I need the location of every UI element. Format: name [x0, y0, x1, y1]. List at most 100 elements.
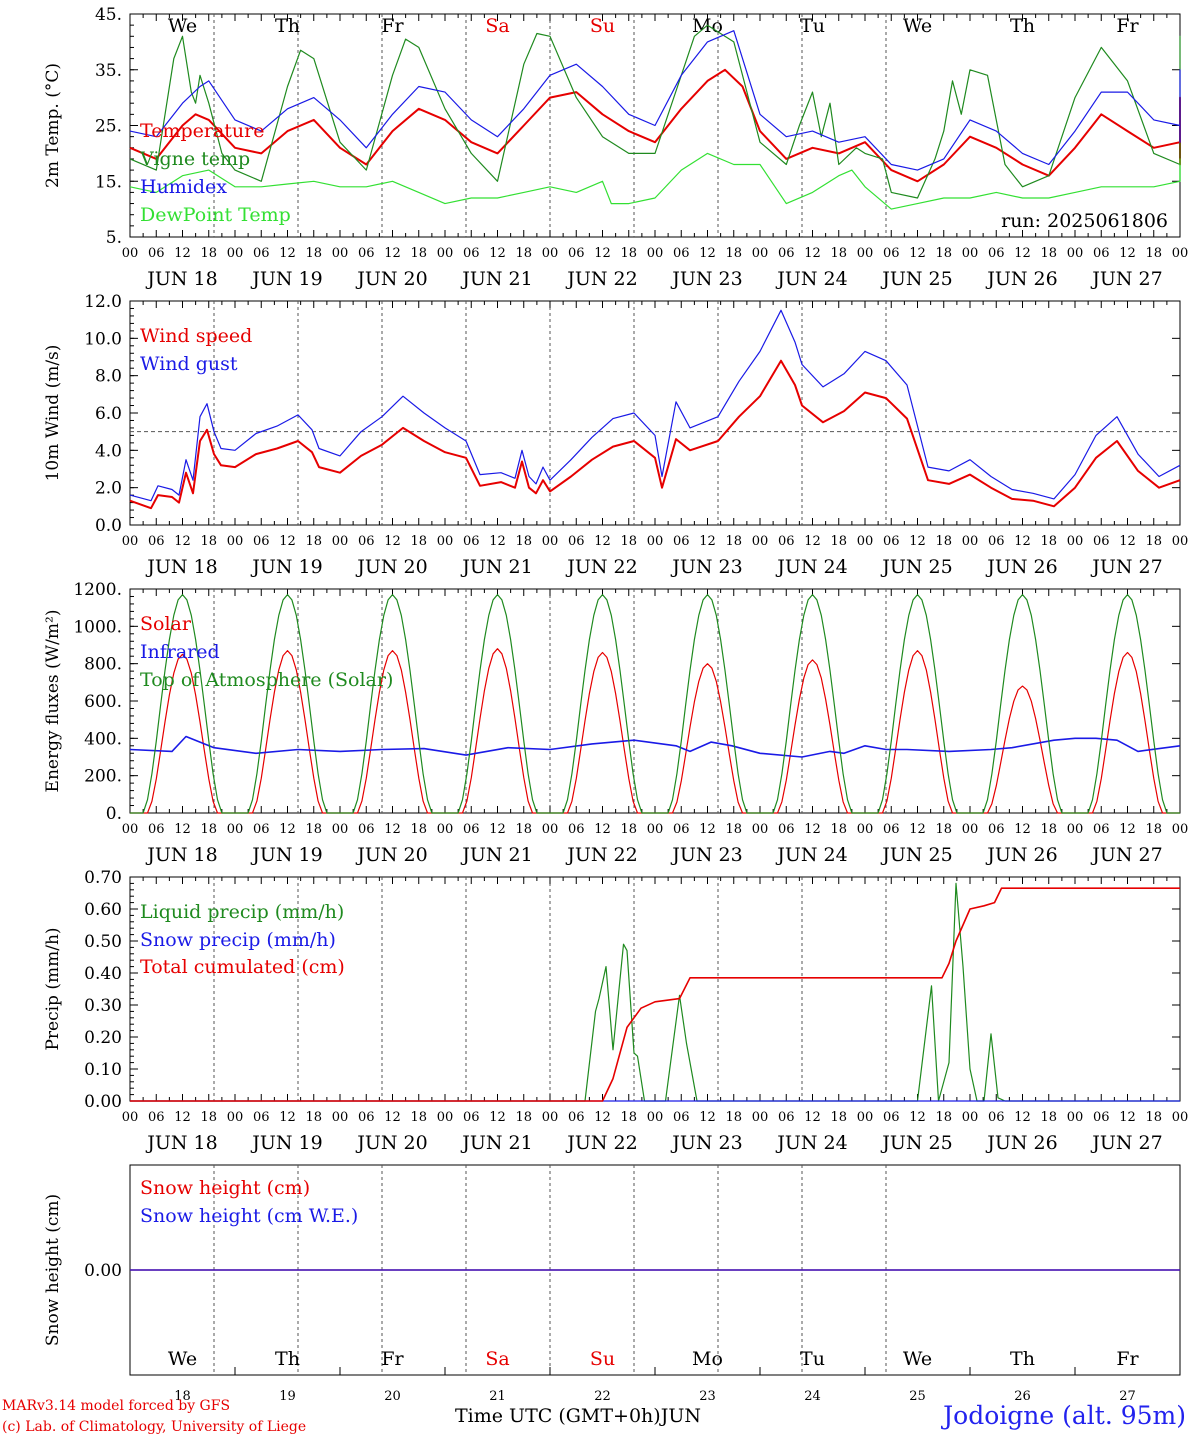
date-label: JUN 21: [460, 1132, 532, 1154]
hour-tick-label: 00: [227, 534, 244, 549]
hour-tick-label: 06: [1093, 246, 1110, 261]
y-tick-label: 0.40: [84, 964, 122, 984]
hour-tick-label: 06: [673, 534, 690, 549]
hour-tick-label: 12: [384, 822, 401, 837]
date-label: JUN 21: [460, 268, 532, 290]
hour-tick-label: 06: [148, 246, 165, 261]
weekday-label: Th: [275, 1348, 300, 1370]
day-number-label: 22: [594, 1389, 611, 1404]
hour-tick-label: 18: [200, 534, 217, 549]
y-tick-label: 400.: [84, 729, 122, 749]
date-label: JUN 18: [145, 556, 217, 578]
weekday-label: Mo: [692, 1348, 723, 1370]
hour-tick-label: 06: [358, 246, 375, 261]
legend-entry: Humidex: [140, 176, 227, 198]
hour-tick-label: 06: [253, 822, 270, 837]
station-title: Jodoigne (alt. 95m): [943, 1401, 1186, 1430]
weekday-label: Fr: [1116, 15, 1139, 37]
date-label: JUN 24: [775, 556, 847, 578]
hour-tick-label: 00: [647, 246, 664, 261]
date-label: JUN 23: [670, 844, 742, 866]
hour-tick-label: 12: [384, 246, 401, 261]
hour-tick-label: 00: [437, 1110, 454, 1125]
hour-tick-label: 18: [305, 1110, 322, 1125]
y-tick-label: 6.0: [95, 404, 122, 424]
hour-tick-label: 18: [305, 822, 322, 837]
hour-tick-label: 00: [647, 534, 664, 549]
hour-tick-label: 00: [227, 246, 244, 261]
hour-tick-label: 06: [673, 822, 690, 837]
date-label: JUN 27: [1090, 844, 1162, 866]
series-line-wind-gust: [129, 309, 1181, 502]
hour-tick-label: 00: [1172, 1110, 1189, 1125]
hour-tick-label: 00: [1067, 1110, 1084, 1125]
y-tick-label: 0.60: [84, 900, 122, 920]
hour-tick-label: 12: [174, 1110, 191, 1125]
hour-tick-label: 00: [962, 1110, 979, 1125]
weekday-label: Fr: [381, 15, 404, 37]
hour-tick-label: 12: [174, 534, 191, 549]
hour-tick-label: 18: [935, 534, 952, 549]
hour-tick-label: 00: [542, 822, 559, 837]
date-label: JUN 23: [670, 268, 742, 290]
hour-tick-label: 12: [909, 246, 926, 261]
hour-tick-label: 18: [305, 246, 322, 261]
weekday-label: Th: [1010, 1348, 1035, 1370]
time-axis-label: Time UTC (GMT+0h)JUN: [455, 1405, 701, 1427]
date-label: JUN 25: [880, 844, 952, 866]
y-tick-label: 0.: [106, 804, 122, 824]
hour-tick-label: 12: [804, 534, 821, 549]
y-tick-label: 25.: [95, 117, 122, 137]
hour-tick-label: 12: [174, 246, 191, 261]
hour-tick-label: 18: [410, 246, 427, 261]
hour-tick-label: 06: [568, 1110, 585, 1125]
y-tick-label: 2.0: [95, 479, 122, 499]
hour-tick-label: 18: [725, 534, 742, 549]
hour-tick-label: 18: [200, 246, 217, 261]
hour-tick-label: 18: [410, 822, 427, 837]
hour-tick-label: 18: [1040, 1110, 1057, 1125]
hour-tick-label: 18: [1145, 246, 1162, 261]
hour-tick-label: 00: [437, 534, 454, 549]
y-tick-label: 35.: [95, 61, 122, 81]
hour-tick-label: 00: [752, 822, 769, 837]
hour-tick-label: 18: [410, 1110, 427, 1125]
date-label: JUN 20: [355, 268, 427, 290]
hour-tick-label: 12: [909, 822, 926, 837]
date-label: JUN 27: [1090, 1132, 1162, 1154]
weekday-label: Su: [590, 15, 615, 37]
hour-tick-label: 06: [1093, 822, 1110, 837]
date-label: JUN 22: [565, 844, 637, 866]
hour-tick-label: 12: [594, 246, 611, 261]
hour-tick-label: 06: [253, 534, 270, 549]
date-label: JUN 25: [880, 268, 952, 290]
series-line-infrared: [129, 735, 1181, 758]
hour-tick-label: 18: [935, 822, 952, 837]
day-number-label: 27: [1119, 1389, 1136, 1404]
series-line-dewpoint-temp: [129, 152, 1181, 210]
legend-entry: Snow height (cm W.E.): [140, 1205, 358, 1227]
hour-tick-label: 12: [1119, 246, 1136, 261]
hour-tick-label: 12: [1119, 1110, 1136, 1125]
date-label: JUN 24: [775, 1132, 847, 1154]
hour-tick-label: 00: [857, 1110, 874, 1125]
hour-tick-label: 06: [1093, 534, 1110, 549]
hour-tick-label: 18: [1040, 534, 1057, 549]
hour-tick-label: 12: [174, 822, 191, 837]
hour-tick-label: 06: [778, 822, 795, 837]
hour-tick-label: 18: [515, 822, 532, 837]
weekday-label: We: [168, 1348, 197, 1370]
hour-tick-label: 00: [1172, 822, 1189, 837]
date-label: JUN 27: [1090, 268, 1162, 290]
legend-entry: Wind gust: [140, 353, 238, 375]
hour-tick-label: 00: [857, 534, 874, 549]
hour-tick-label: 12: [804, 1110, 821, 1125]
hour-tick-label: 12: [279, 822, 296, 837]
hour-tick-label: 12: [279, 534, 296, 549]
y-tick-label: 45.: [95, 5, 122, 25]
day-number-label: 19: [279, 1389, 296, 1404]
hour-tick-label: 00: [857, 246, 874, 261]
hour-tick-label: 12: [1014, 534, 1031, 549]
hour-tick-label: 00: [122, 534, 139, 549]
date-label: JUN 24: [775, 268, 847, 290]
